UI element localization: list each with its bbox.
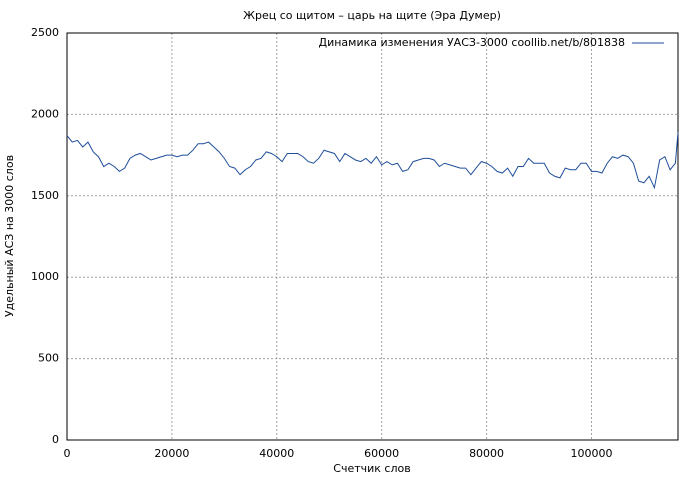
legend-label: Динамика изменения УАСЗ-3000 coollib.net… <box>319 36 626 49</box>
y-tick-label: 500 <box>38 352 59 365</box>
plot-frame <box>66 32 679 441</box>
y-tick-label: 2000 <box>31 107 59 120</box>
x-tick-label: 100000 <box>570 447 612 460</box>
y-tick-label: 1500 <box>31 189 59 202</box>
data-line <box>66 132 679 190</box>
x-tick-label: 20000 <box>154 447 189 460</box>
x-axis-label: Счетчик слов <box>333 462 410 475</box>
y-tick-label: 2500 <box>31 26 59 39</box>
y-axis-label: Удельный АСЗ на 3000 слов <box>3 155 16 317</box>
y-tick-label: 0 <box>52 433 59 446</box>
x-tick-label: 0 <box>64 447 71 460</box>
chart-title: Жрец со щитом – царь на щите (Эра Думер) <box>243 9 501 22</box>
x-tick-label: 40000 <box>259 447 294 460</box>
x-tick-label: 80000 <box>469 447 504 460</box>
x-tick-label: 60000 <box>364 447 399 460</box>
y-tick-label: 1000 <box>31 270 59 283</box>
